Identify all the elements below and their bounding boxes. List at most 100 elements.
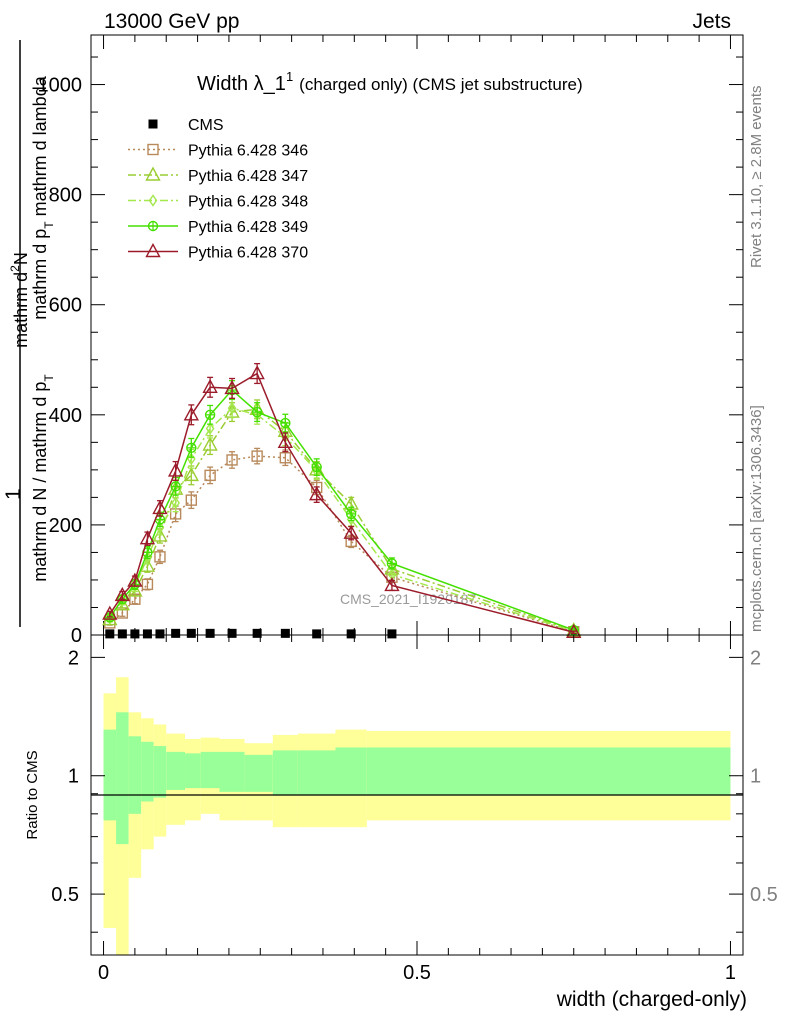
- ratio-inner-band: [141, 741, 154, 802]
- ratio-inner-band: [185, 753, 201, 789]
- legend-marker: [148, 194, 158, 207]
- ratio-y-tick-label-right: 0.5: [750, 884, 778, 906]
- data-point: [167, 462, 184, 477]
- legend: CMS Pythia 6.428 346 Pythia 6.428 347 Pythi…: [128, 117, 308, 262]
- analysis-watermark: CMS_2021_I1920187: [340, 591, 476, 607]
- ratio-axis-label: Ratio to CMS: [24, 750, 41, 839]
- data-point: [226, 454, 238, 466]
- y-axis-label-one: 1: [2, 488, 25, 500]
- chart-title-sup: 1: [286, 69, 293, 84]
- x-axis-label: width (charged-only): [556, 988, 747, 1011]
- data-point: [130, 629, 140, 639]
- data-point: [252, 628, 262, 638]
- legend-marker: [145, 243, 161, 258]
- data-point: [249, 365, 265, 380]
- series-line: [109, 407, 574, 632]
- ratio-inner-band: [272, 750, 298, 796]
- data-point: [139, 557, 156, 572]
- legend-label: Pythia 6.428 349: [188, 219, 308, 236]
- main-y-tick-label: 800: [49, 185, 82, 207]
- legend-marker: [145, 166, 161, 181]
- ratio-y-tick-label: 1: [68, 766, 79, 788]
- data-point: [384, 576, 400, 592]
- ratio-inner-band: [366, 747, 731, 796]
- y-axis-label-numerator: mathrm d2N: [8, 252, 31, 348]
- data-point: [387, 629, 397, 639]
- ratio-inner-band: [200, 751, 220, 789]
- energy-label: 13000 GeV pp: [104, 10, 239, 33]
- data-point: [227, 628, 237, 638]
- mcplots-reference-text: mcplots.cern.ch [arXiv:1306.3436]: [748, 405, 765, 632]
- data-point: [312, 629, 322, 639]
- data-point: [171, 496, 180, 510]
- process-label: Jets: [692, 10, 731, 33]
- legend-label: Pythia 6.428 347: [188, 168, 308, 185]
- ratio-plot-frame: [90, 634, 744, 956]
- data-point: [205, 422, 215, 435]
- data-point: [139, 530, 156, 545]
- data-point: [204, 469, 216, 482]
- data-point: [343, 524, 359, 539]
- legend-entry: Pythia 6.428 370: [128, 243, 308, 262]
- legend-label: Pythia 6.428 348: [188, 194, 308, 211]
- ratio-inner-band: [219, 751, 245, 792]
- legend-entry: Pythia 6.428 347: [128, 166, 308, 185]
- ratio-inner-band: [153, 746, 167, 798]
- legend-entry: CMS: [148, 117, 224, 134]
- chart-title-main: Width λ_1: [197, 73, 286, 95]
- data-point: [142, 629, 152, 639]
- legend-entry: Pythia 6.428 348: [128, 194, 308, 211]
- y-axis-label-denominator: mathrm d N / mathrm d pT: [30, 374, 56, 582]
- series-0: [105, 628, 397, 639]
- x-tick-label: 1: [725, 962, 736, 984]
- legend-marker: [147, 143, 159, 156]
- data-point: [185, 494, 198, 506]
- legend-entry: Pythia 6.428 349: [128, 219, 308, 236]
- data-point: [152, 499, 168, 515]
- data-point: [224, 379, 240, 395]
- ratio-inner-band: [297, 750, 336, 796]
- legend-marker: [148, 119, 158, 129]
- legend-label: Pythia 6.428 370: [188, 245, 308, 262]
- data-point: [141, 578, 154, 591]
- main-y-tick-label: 600: [49, 295, 82, 317]
- data-point: [102, 605, 118, 620]
- data-point: [309, 486, 325, 501]
- ratio-inner-band: [166, 751, 186, 790]
- data-point: [154, 551, 166, 563]
- ratio-inner-band: [244, 754, 273, 792]
- data-point: [171, 628, 181, 638]
- series-5: [102, 362, 582, 638]
- data-point: [202, 436, 218, 451]
- chart-title: Width λ_11 (charged only) (CMS jet substr…: [197, 69, 583, 95]
- ratio-inner-band: [128, 736, 142, 814]
- data-point: [277, 433, 294, 449]
- ratio-y-tick-label-right: 2: [750, 647, 761, 669]
- data-point: [155, 629, 165, 639]
- data-point: [186, 628, 196, 638]
- ratio-y-tick-label-right: 1: [750, 766, 761, 788]
- data-point: [183, 466, 199, 482]
- ratio-inner-band: [103, 729, 117, 821]
- main-panel: Width λ_11 (charged only) (CMS jet substr…: [2, 34, 744, 647]
- main-y-tick-label: 1000: [38, 75, 83, 97]
- data-point: [117, 629, 127, 639]
- main-y-tick-label: 0: [71, 625, 82, 647]
- legend-label: CMS: [188, 117, 224, 134]
- data-point: [127, 572, 143, 587]
- x-tick-label: 0.5: [403, 962, 431, 984]
- series-4: [104, 380, 579, 636]
- data-point: [183, 406, 199, 421]
- data-point: [202, 378, 218, 393]
- data-point: [251, 450, 263, 462]
- rivet-version-text: Rivet 3.1.10, ≥ 2.8M events: [748, 86, 765, 269]
- ratio-inner-band: [335, 747, 367, 796]
- data-point: [279, 452, 292, 464]
- ratio-panel: 0.5 0.5 1 1 2 2 0 0.5 1 Ratio to CMS width (char…: [24, 634, 778, 1011]
- data-point: [114, 586, 131, 602]
- data-point: [227, 401, 237, 415]
- main-y-tick-label: 200: [49, 515, 82, 537]
- legend-label: Pythia 6.428 346: [188, 143, 308, 160]
- data-point: [205, 628, 215, 638]
